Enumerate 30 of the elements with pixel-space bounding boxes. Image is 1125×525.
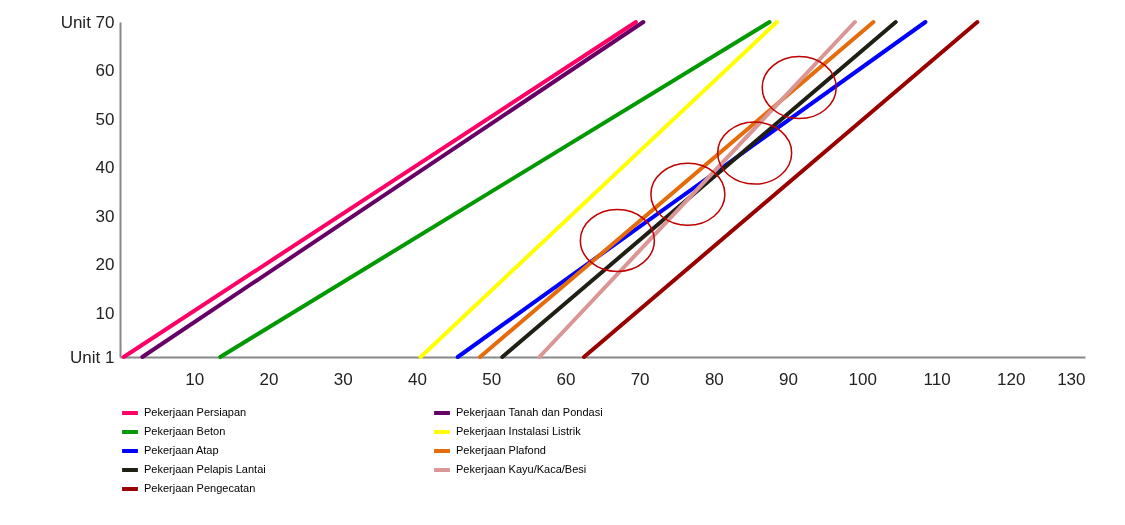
legend-label: Pekerjaan Tanah dan Pondasi [456,406,603,418]
x-tick-label: 40 [407,369,427,389]
x-tick-label: 110 [923,369,951,389]
x-tick-label: 50 [482,369,502,389]
y-tick-label: 60 [95,61,115,81]
y-tick-label: 10 [95,303,115,323]
x-tick-label: 120 [997,369,1026,389]
legend-label: Pekerjaan Instalasi Listrik [456,425,582,437]
x-tick-label: 10 [185,369,205,389]
legend-label: Pekerjaan Atap [144,444,219,456]
y-tick-label: 30 [95,206,115,226]
y-tick-label: 50 [95,109,115,129]
legend-label: Pekerjaan Persiapan [144,406,247,418]
legend-label: Pekerjaan Plafond [456,444,546,456]
x-tick-label: 70 [630,369,650,389]
x-tick-label: 90 [779,369,799,389]
x-tick-label: 30 [333,369,353,389]
x-tick-label: 20 [259,369,279,389]
legend-label: Pekerjaan Pengecatan [144,482,256,494]
x-tick-label: 80 [704,369,724,389]
y-tick-label: 20 [95,255,115,275]
x-tick-label: 60 [556,369,576,389]
y-tick-label: 40 [95,158,115,178]
y-tick-label: Unit 70 [60,12,115,32]
x-tick-label: 130 [1057,369,1086,389]
y-tick-label: Unit 1 [70,347,115,367]
legend-label: Pekerjaan Pelapis Lantai [144,463,266,475]
legend-label: Pekerjaan Kayu/Kaca/Besi [456,463,587,475]
x-tick-label: 100 [848,369,877,389]
legend-label: Pekerjaan Beton [144,425,226,437]
